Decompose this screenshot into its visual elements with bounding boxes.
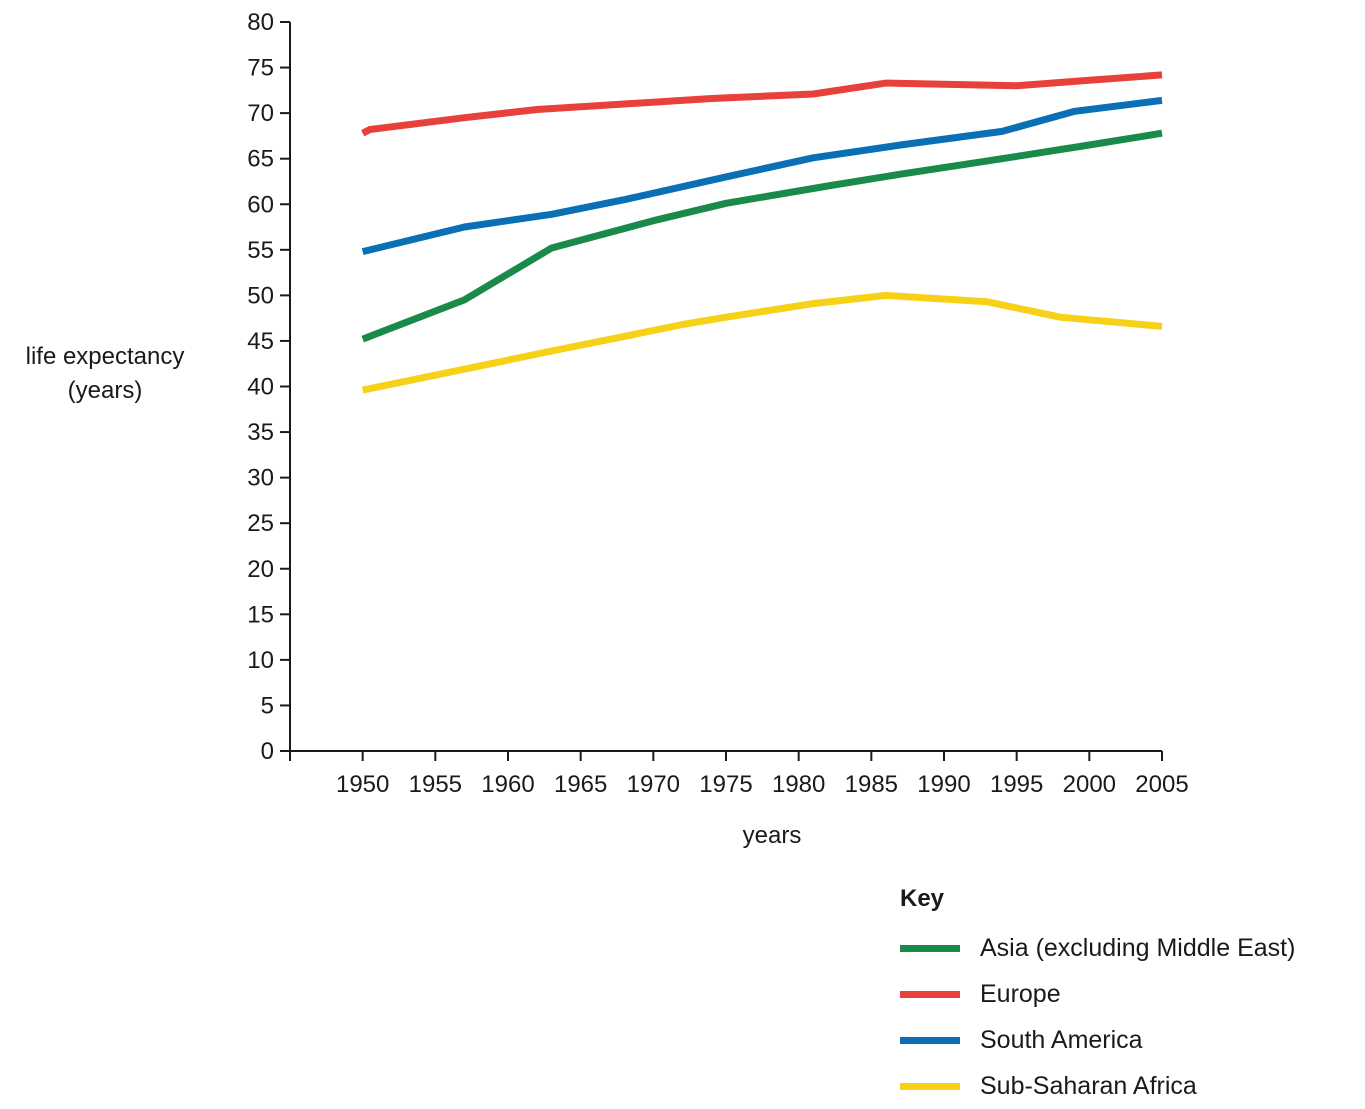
y-tick-label-5: 5 [261, 692, 274, 719]
x-tick-label-1970: 1970 [627, 771, 680, 798]
legend-label-sub-saharan-africa: Sub-Saharan Africa [980, 1071, 1197, 1100]
y-tick-label-0: 0 [261, 738, 274, 765]
y-tick-label-80: 80 [247, 9, 274, 36]
y-tick-label-25: 25 [247, 510, 274, 537]
x-tick-label-1990: 1990 [917, 771, 970, 798]
y-tick-label-15: 15 [247, 601, 274, 628]
y-tick-label-60: 60 [247, 191, 274, 218]
legend-item-south-america: South America [900, 1017, 1295, 1063]
x-tick-label-1960: 1960 [481, 771, 534, 798]
x-tick-label-2000: 2000 [1063, 771, 1116, 798]
legend-label-south-america: South America [980, 1025, 1143, 1054]
y-tick-label-45: 45 [247, 328, 274, 355]
series-line-europe [361, 71, 1163, 137]
y-axis-label-line-1: life expectancy [25, 343, 185, 370]
x-tick-label-2005: 2005 [1135, 771, 1188, 798]
y-tick-label-20: 20 [247, 556, 274, 583]
series-line-sub-saharan-africa [361, 291, 1163, 394]
legend-item-sub-saharan-africa: Sub-Saharan Africa [900, 1063, 1295, 1109]
x-axis-label: years [742, 822, 802, 849]
y-tick-label-55: 55 [247, 237, 274, 264]
y-axis-label-line-2: (years) [67, 377, 143, 404]
x-tick-label-1995: 1995 [990, 771, 1043, 798]
y-tick-label-65: 65 [247, 146, 274, 173]
y-tick-label-75: 75 [247, 55, 274, 82]
x-axis-ticks: 1950 1955 1960 1965 1970 1975 1980 1985 1990 1995… [289, 751, 1189, 798]
x-tick-label-1980: 1980 [772, 771, 825, 798]
x-tick-label-1975: 1975 [699, 771, 752, 798]
x-tick-label-1950: 1950 [336, 771, 389, 798]
legend-label-europe: Europe [980, 979, 1061, 1008]
legend-item-asia: Asia (excluding Middle East) [900, 925, 1295, 971]
legend-title: Key [900, 885, 945, 912]
x-tick-label-1985: 1985 [845, 771, 898, 798]
series-lines [361, 71, 1163, 394]
y-tick-label-40: 40 [247, 374, 274, 401]
y-tick-label-10: 10 [247, 647, 274, 674]
x-tick-label-1965: 1965 [554, 771, 607, 798]
series-line-south-america [361, 96, 1163, 256]
y-axis-label: life expectancy (years) [0, 340, 210, 408]
legend-swatch-europe [900, 990, 960, 998]
legend-item-europe: Europe [900, 971, 1295, 1017]
x-tick-label-1955: 1955 [409, 771, 462, 798]
legend-swatch-sub-saharan-africa [900, 1082, 960, 1090]
legend-label-asia: Asia (excluding Middle East) [980, 933, 1296, 962]
y-tick-label-30: 30 [247, 465, 274, 492]
legend-swatch-asia [900, 944, 960, 952]
legend-swatch-south-america [900, 1036, 960, 1044]
y-tick-label-70: 70 [247, 100, 274, 127]
y-axis-ticks: 0 5 10 15 20 25 30 35 40 45 50 55 60 65 70 75 80 [247, 9, 290, 765]
y-tick-label-35: 35 [247, 419, 274, 446]
series-line-asia [361, 129, 1163, 343]
y-tick-label-50: 50 [247, 282, 274, 309]
legend: Key Asia (excluding Middle East) Europe … [900, 885, 1295, 1109]
